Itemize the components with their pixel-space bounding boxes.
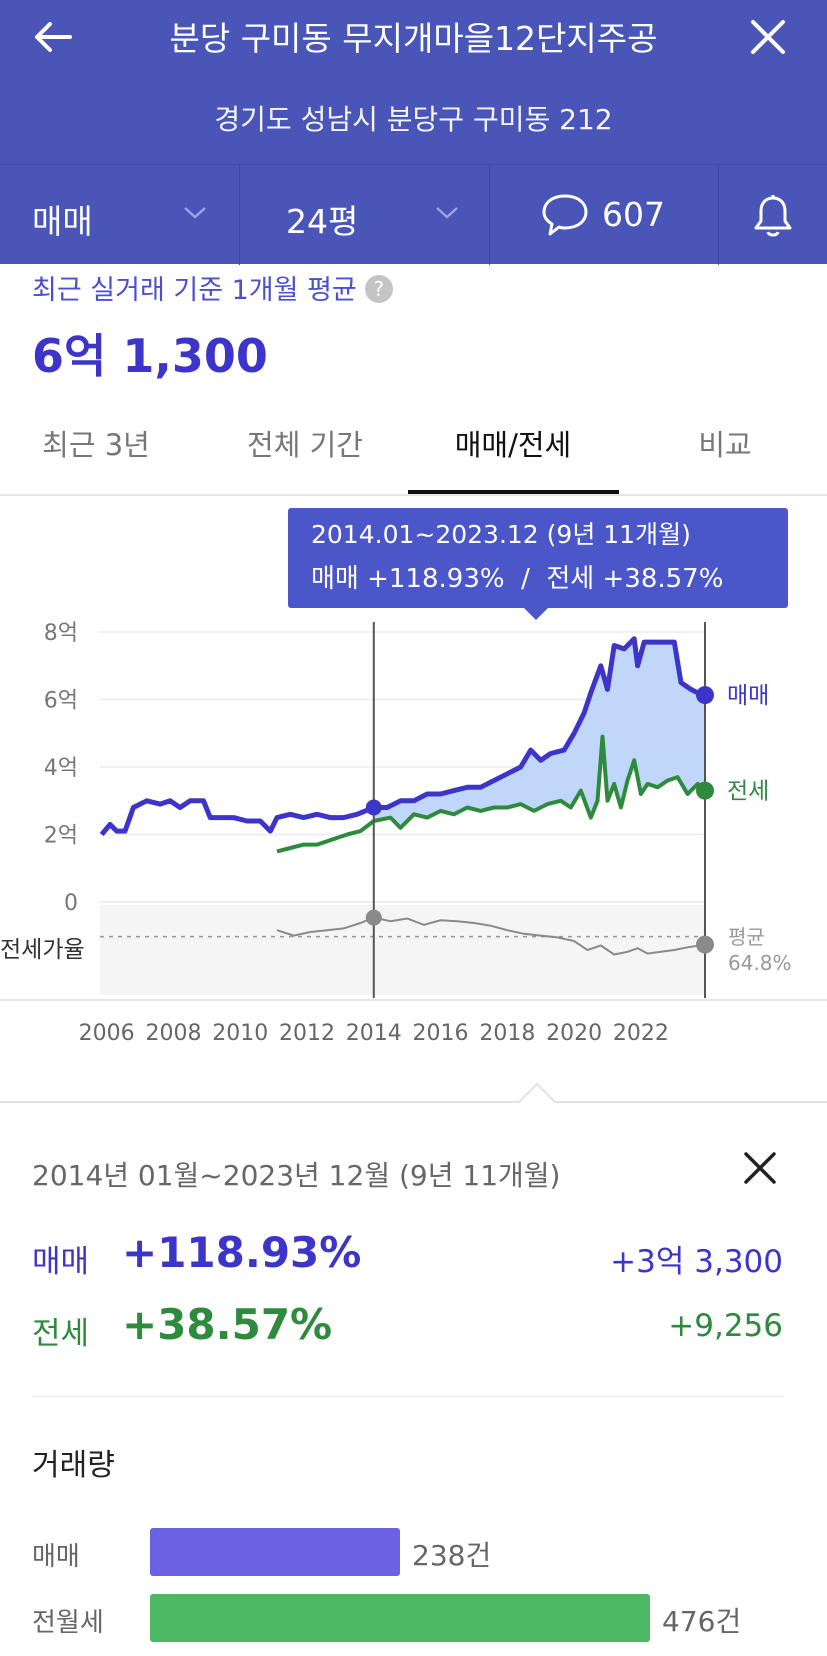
- page-title: 분당 구미동 무지개마을12단지주공: [169, 19, 658, 58]
- ratio-series-line: [276, 916, 706, 956]
- tooltip-change: 매매 +118.93% / 전세 +38.57%: [311, 564, 723, 594]
- tooltip-pointer: [524, 608, 548, 620]
- x-tick-label: 2012: [279, 1021, 335, 1046]
- sale-start-marker: [365, 799, 382, 816]
- recent-average-text: 최근 실거래 기준 1개월 평균: [32, 275, 357, 306]
- range-tooltip: 2014.01~2023.12 (9년 11개월) 매매 +118.93% / …: [288, 508, 788, 620]
- recent-average-label: 최근 실거래 기준 1개월 평균?: [32, 268, 393, 307]
- sale-end-marker: [695, 686, 714, 705]
- comments-button[interactable]: 607: [490, 165, 719, 265]
- detail-divider: [32, 1396, 784, 1397]
- x-axis-ticks: 2006 2008 2010 2012 2014 2016 2018 2020 2022: [79, 1021, 669, 1046]
- area-dropdown[interactable]: 24평: [240, 165, 490, 265]
- x-tick-label: 2020: [546, 1021, 602, 1046]
- active-tab-indicator: [408, 490, 619, 494]
- ratio-average-value: 64.8%: [728, 951, 792, 975]
- volume-sale-value: 238건: [412, 1539, 492, 1572]
- sale-jeonse-gap-area: [373, 638, 705, 828]
- volume-sale-label: 매매: [32, 1542, 80, 1572]
- jeonse-end-marker: [695, 781, 714, 800]
- chevron-down-icon: [184, 207, 206, 219]
- comment-count: 607: [602, 195, 665, 234]
- x-tick-label: 2014: [346, 1021, 402, 1046]
- tooltip-box: [288, 508, 788, 608]
- notification-button[interactable]: [719, 165, 827, 265]
- period-tabs: 최근 3년 전체 기간 매매/전세 비교: [0, 392, 827, 496]
- range-period: 2014년 01월~2023년 12월 (9년 11개월): [32, 1159, 561, 1192]
- detail-pointer: [518, 1082, 556, 1120]
- header: 분당 구미동 무지개마을12단지주공 경기도 성남시 분당구 구미동 212: [0, 0, 827, 164]
- volume-sale-bar: [150, 1528, 400, 1576]
- filter-bar: 매매 24평 607: [0, 164, 827, 265]
- ratio-start-marker: [365, 909, 382, 926]
- x-tick-label: 2016: [413, 1021, 469, 1046]
- ratio-end-marker: [695, 935, 714, 954]
- trade-type-label: 매매: [32, 202, 93, 241]
- volume-rent-value: 476건: [662, 1605, 742, 1638]
- x-tick-label: 2008: [145, 1021, 201, 1046]
- sale-series-label: 매매: [727, 683, 769, 709]
- volume-rent-bar: [150, 1594, 650, 1642]
- y-tick-label: 2억: [44, 824, 78, 849]
- tooltip-period: 2014.01~2023.12 (9년 11개월): [311, 520, 691, 549]
- section-divider: [0, 1101, 827, 1103]
- arrow-left-icon[interactable]: [30, 14, 76, 60]
- sale-change-amount: +3억 3,300: [610, 1244, 783, 1280]
- comment-icon: [542, 194, 588, 236]
- chevron-down-icon: [436, 207, 458, 219]
- area-label: 24평: [286, 202, 359, 241]
- volume-title: 거래량: [32, 1448, 115, 1483]
- address: 경기도 성남시 분당구 구미동 212: [214, 103, 613, 136]
- x-tick-label: 2010: [212, 1021, 268, 1046]
- average-price: 6억 1,300: [32, 329, 268, 383]
- sale-series-line: [99, 636, 706, 837]
- jeonse-change-amount: +9,256: [668, 1308, 783, 1344]
- x-tick-label: 2022: [613, 1021, 669, 1046]
- y-tick-label: 6억: [44, 689, 78, 714]
- jeonse-change-label: 전세: [32, 1316, 90, 1352]
- y-tick-label: 8억: [44, 621, 78, 646]
- y-tick-label: 0: [64, 891, 78, 916]
- close-icon[interactable]: [740, 1148, 780, 1188]
- tab-recent-3-years[interactable]: 최근 3년: [42, 428, 150, 462]
- ratio-label: 전세가율: [0, 937, 85, 963]
- help-icon[interactable]: ?: [364, 275, 393, 303]
- volume-rent-label: 전월세: [32, 1608, 104, 1638]
- trade-type-dropdown[interactable]: 매매: [0, 165, 240, 265]
- close-icon[interactable]: [745, 14, 791, 60]
- x-tick-label: 2018: [479, 1021, 535, 1046]
- jeonse-series-line: [276, 734, 707, 854]
- sale-change-label: 매매: [32, 1244, 90, 1280]
- x-tick-label: 2006: [79, 1021, 135, 1046]
- sale-change-percent: +118.93%: [122, 1228, 362, 1277]
- jeonse-change-percent: +38.57%: [122, 1300, 333, 1349]
- jeonse-series-label: 전세: [727, 779, 769, 805]
- y-axis-ticks: 8억 6억 4억 2억 0: [44, 621, 78, 916]
- tab-compare[interactable]: 비교: [698, 428, 752, 462]
- y-tick-label: 4억: [44, 756, 78, 781]
- bell-icon: [754, 195, 792, 237]
- tab-sale-jeonse[interactable]: 매매/전세: [454, 428, 572, 462]
- tab-all-period[interactable]: 전체 기간: [247, 428, 363, 462]
- ratio-average-label: 평균: [728, 925, 765, 949]
